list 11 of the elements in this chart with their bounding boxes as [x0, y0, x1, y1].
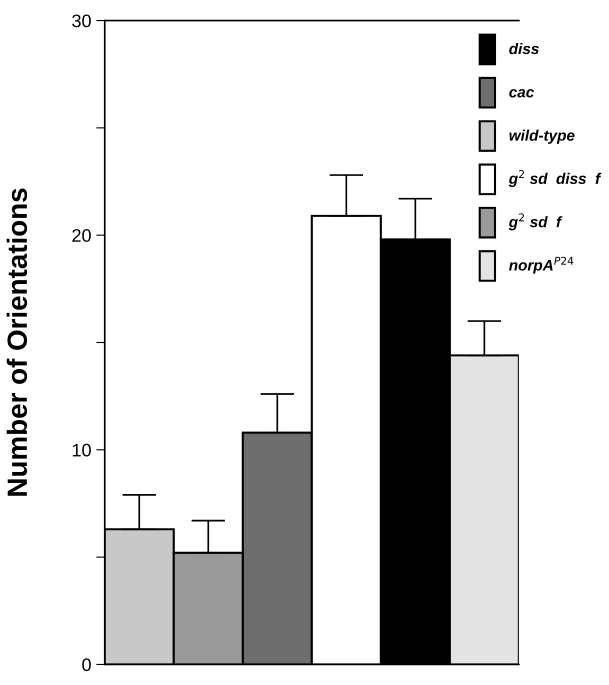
legend-label: g$^{2}$ sd f	[508, 213, 562, 230]
y-tick-label: 0	[82, 658, 91, 672]
legend-label: wild-type	[509, 130, 575, 144]
y-axis-title: Number of Orientations	[6, 188, 28, 496]
y-tick-label: 10	[72, 444, 91, 457]
legend-label: cac	[509, 89, 534, 98]
legend-label: norpA$^{P24}$	[509, 256, 574, 274]
legend-label: diss	[509, 42, 539, 54]
y-tick-label: 20	[72, 229, 91, 242]
y-tick-label: 30	[72, 14, 91, 28]
legend-label: g$^{2}$ sd diss f	[508, 170, 602, 188]
